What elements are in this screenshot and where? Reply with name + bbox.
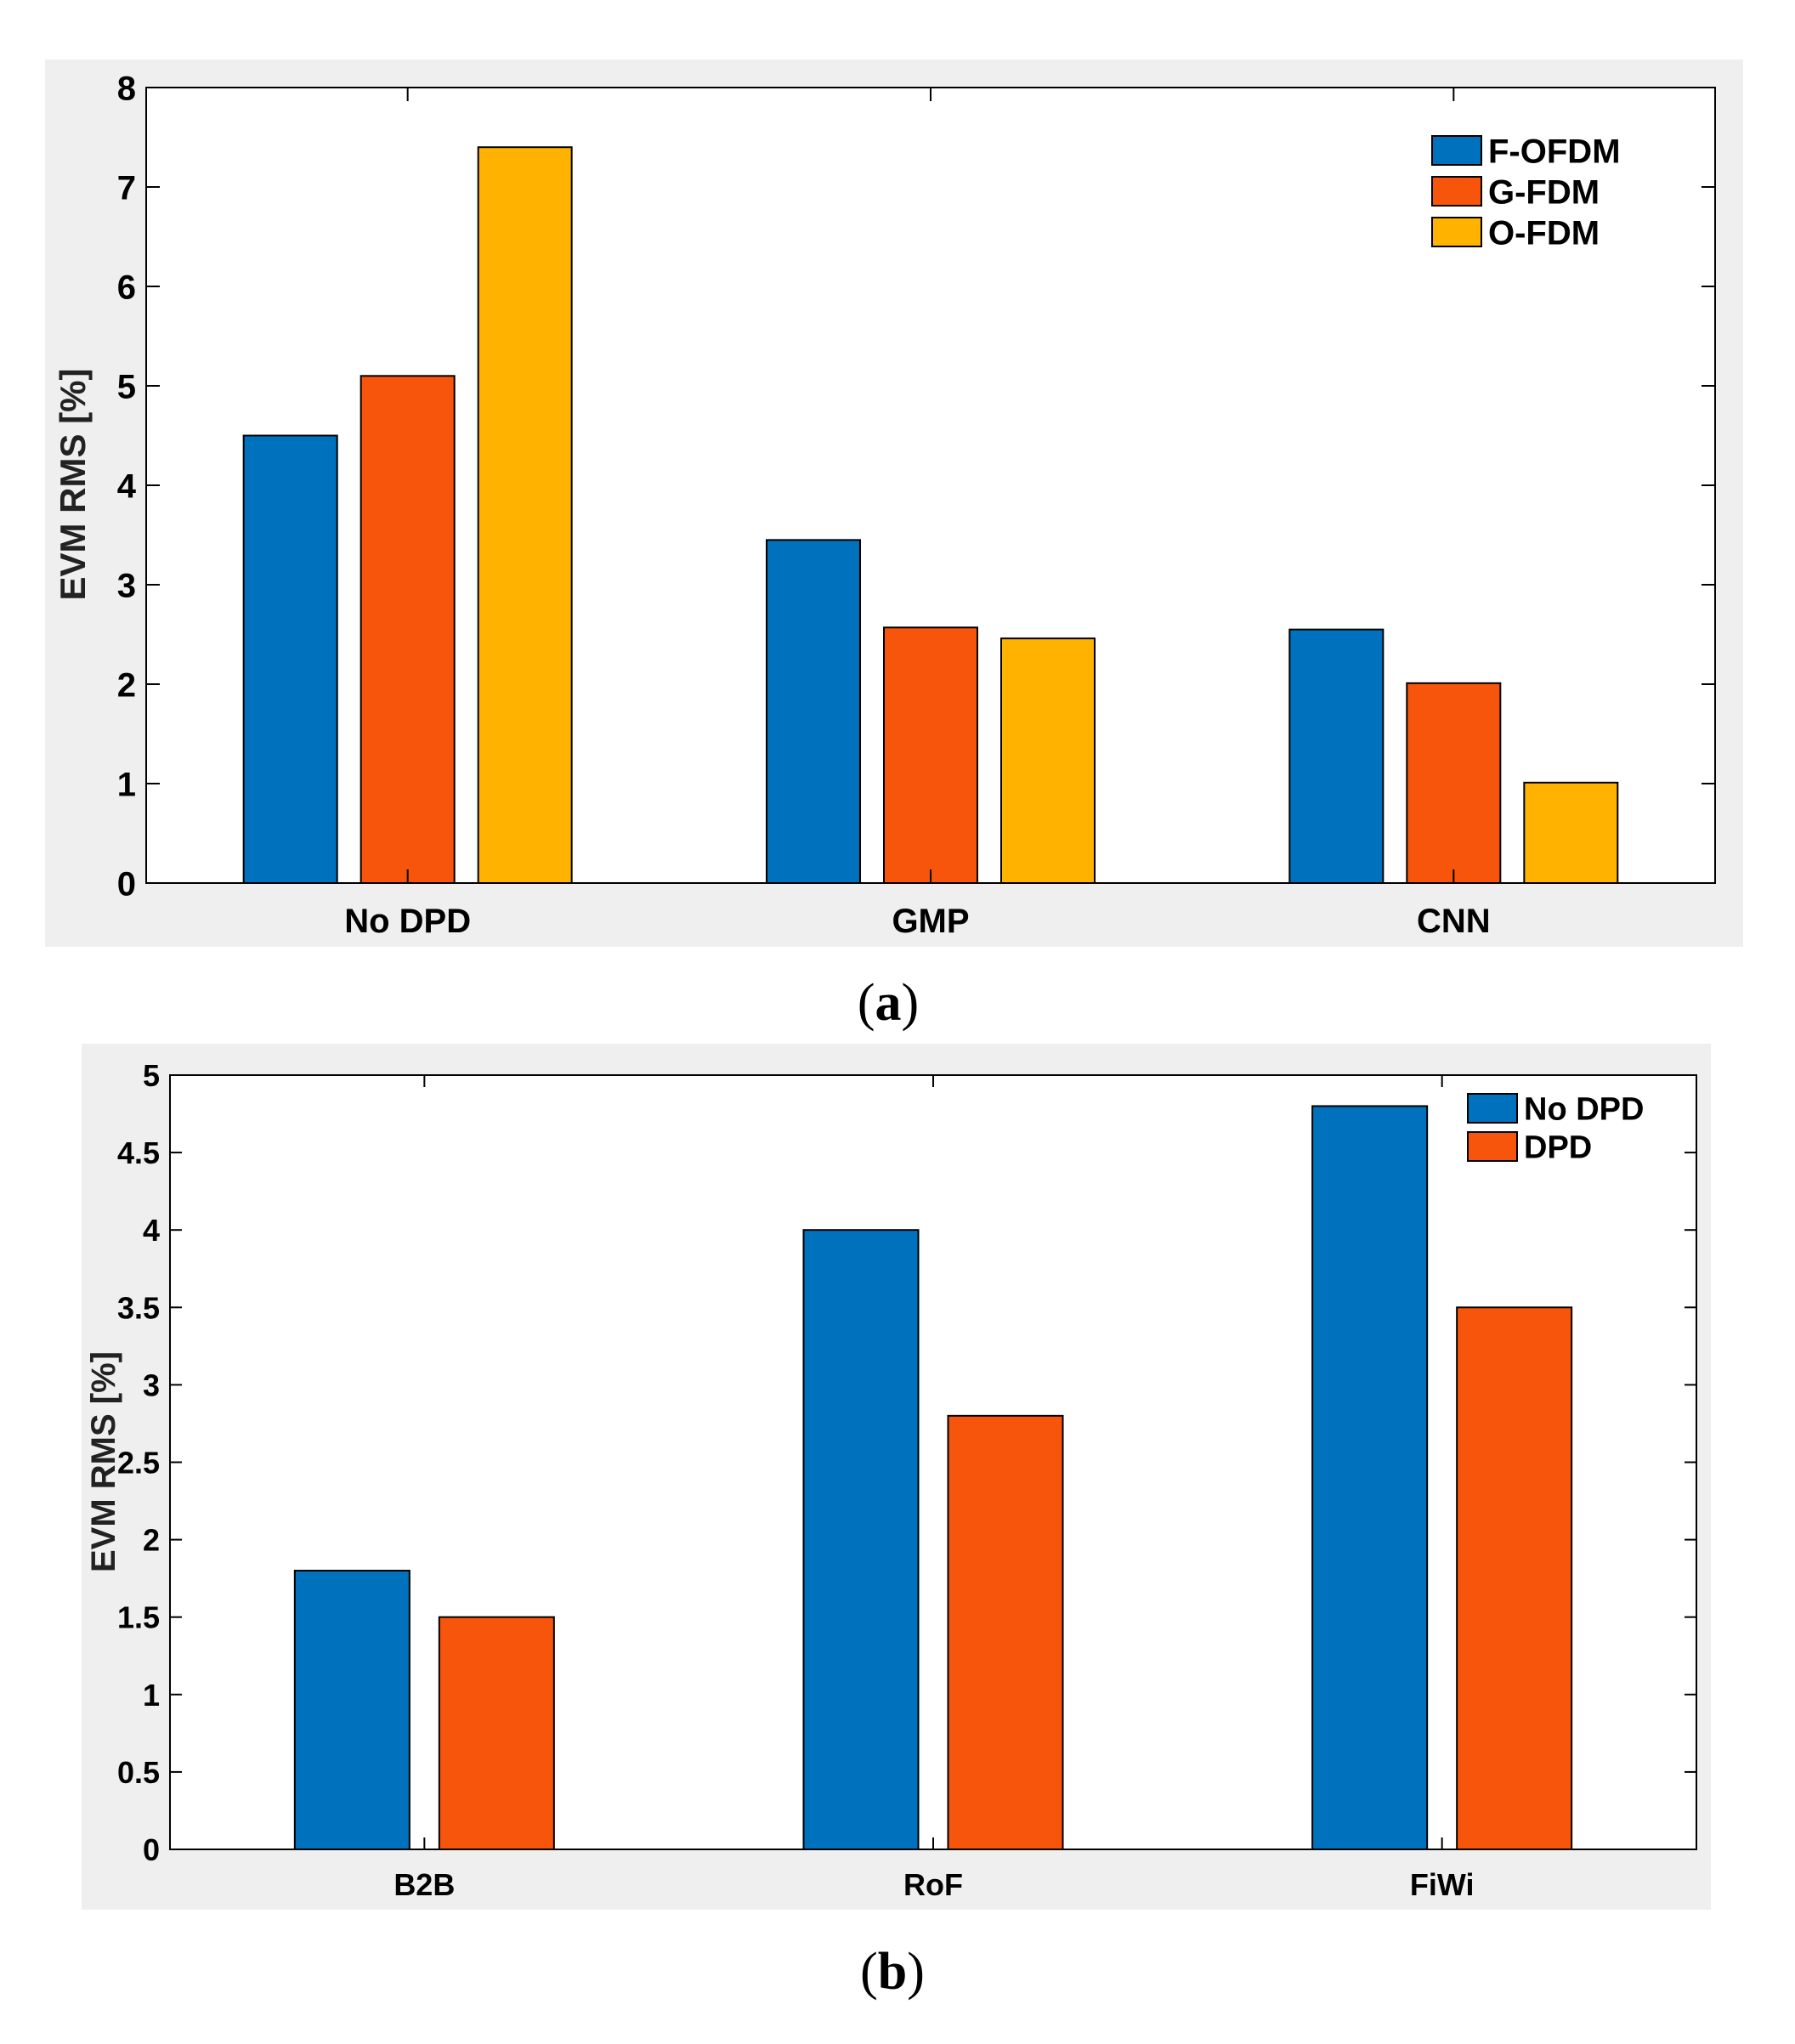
chart-a-bar-o-fdm-cnn <box>1523 781 1619 885</box>
chart-a-y-tick-label: 8 <box>117 70 136 107</box>
chart-b-y-tick-label: 3 <box>143 1367 160 1402</box>
chart-b-legend-swatch <box>1467 1093 1518 1124</box>
chart-a-bar-o-fdm-no-dpd <box>477 146 573 884</box>
chart-b-bar-dpd-fiwi <box>1456 1306 1573 1851</box>
chart-a-y-tick-label: 4 <box>117 467 137 505</box>
chart-a-bar-f-ofdm-cnn <box>1288 628 1384 885</box>
chart-a-y-tick-label: 1 <box>117 766 136 803</box>
chart-b-legend-label: No DPD <box>1524 1092 1644 1128</box>
chart-b-plot-area <box>170 1075 1696 1849</box>
chart-b-y-tick-label: 3.5 <box>117 1290 160 1325</box>
chart-b-y-tick-label: 4 <box>143 1213 160 1248</box>
chart-b-bar-no-dpd-rof <box>802 1229 920 1850</box>
caption-letter: b <box>878 1943 907 2001</box>
chart-a-bar-g-fdm-cnn <box>1406 682 1502 885</box>
chart-a: No DPD GMP CNN 0 1 2 3 4 5 6 7 8 EVM RMS [%] F-OFDMG-… <box>45 59 1743 1032</box>
chart-a-x-tick-label: No DPD <box>344 903 471 940</box>
chart-b-bar-no-dpd-b2b <box>293 1570 411 1851</box>
caption-close-paren: ) <box>902 974 920 1032</box>
chart-b-x-tick-label: FiWi <box>1410 1867 1475 1902</box>
chart-b-y-tick-label: 5 <box>143 1058 160 1093</box>
chart-b-y-tick-label: 2 <box>143 1523 160 1558</box>
chart-b-x-tick-label: RoF <box>903 1867 963 1902</box>
chart-a-y-tick-label: 3 <box>117 567 136 604</box>
chart-a-y-axis-label: EVM RMS [%] <box>53 369 93 601</box>
chart-a-caption: (a) <box>858 974 919 1032</box>
chart-b-legend-label: DPD <box>1524 1130 1592 1166</box>
chart-a-legend-label: G-FDM <box>1488 173 1600 211</box>
chart-b-bar-dpd-rof <box>947 1414 1064 1850</box>
chart-b-bar-dpd-b2b <box>438 1616 555 1850</box>
chart-a-bar-g-fdm-no-dpd <box>360 375 456 884</box>
caption-close-paren: ) <box>907 1943 925 2001</box>
chart-a-y-tick-label: 0 <box>117 865 136 903</box>
chart-a-legend-swatch <box>1431 176 1482 207</box>
chart-b-plot-frame <box>169 1074 1697 1850</box>
chart-b-y-tick-label: 1.5 <box>117 1600 160 1635</box>
chart-a-bar-f-ofdm-no-dpd <box>242 434 338 884</box>
chart-a-y-tick-label: 7 <box>117 169 136 207</box>
caption-open-paren: ( <box>858 974 875 1032</box>
chart-a-bar-f-ofdm-gmp <box>766 539 861 884</box>
chart-a-y-tick-label: 2 <box>117 666 136 704</box>
chart-b: B2B RoF FiWi 0 0.5 1 1.5 2 2.5 3 3.5 4 4.5 5 EVM RMS [… <box>82 1044 1711 2001</box>
chart-b-y-tick-label: 1 <box>143 1678 160 1713</box>
chart-a-bar-g-fdm-gmp <box>883 626 978 884</box>
chart-a-x-tick-label: CNN <box>1417 903 1491 940</box>
chart-a-legend-swatch <box>1431 135 1482 166</box>
chart-a-bar-o-fdm-gmp <box>1000 637 1096 884</box>
chart-a-y-tick-label: 5 <box>117 368 136 405</box>
chart-a-x-tick-label: GMP <box>892 903 969 940</box>
chart-b-y-axis-label: EVM RMS [%] <box>85 1351 122 1572</box>
chart-b-x-tick-label: B2B <box>394 1867 455 1902</box>
chart-a-legend-swatch <box>1431 217 1482 247</box>
chart-b-y-tick-label: 2.5 <box>117 1445 160 1480</box>
chart-a-y-tick-label: 6 <box>117 269 136 306</box>
caption-open-paren: ( <box>860 1943 878 2001</box>
caption-letter: a <box>875 974 902 1032</box>
chart-b-y-tick-label: 0.5 <box>117 1755 160 1790</box>
chart-b-bar-no-dpd-fiwi <box>1311 1105 1429 1850</box>
chart-b-legend-swatch <box>1467 1131 1518 1162</box>
chart-b-caption: (b) <box>860 1943 925 2001</box>
chart-b-y-tick-label: 0 <box>143 1832 160 1867</box>
chart-a-legend-label: F-OFDM <box>1488 133 1621 170</box>
chart-a-legend-label: O-FDM <box>1488 214 1600 252</box>
chart-b-y-tick-label: 4.5 <box>117 1135 160 1170</box>
chart-a-plot-frame <box>145 87 1716 884</box>
